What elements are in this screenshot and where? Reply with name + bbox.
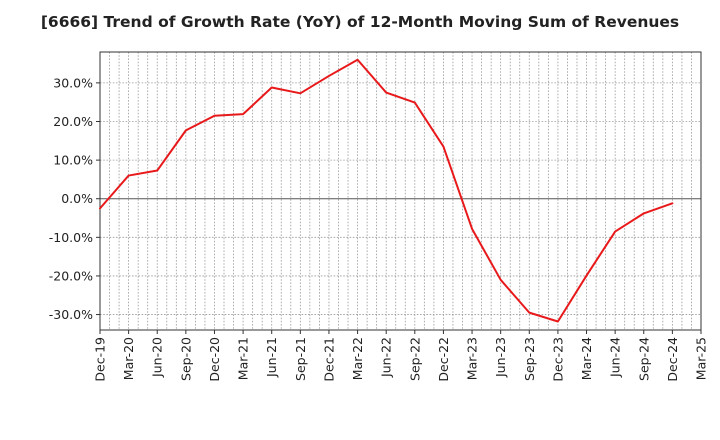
x-tick-label: Dec-19 <box>93 337 108 382</box>
x-tick-label: Sep-24 <box>636 337 651 381</box>
y-tick-label: -10.0% <box>49 230 93 245</box>
x-tick-label: Jun-23 <box>493 337 508 378</box>
x-tick-label: Dec-20 <box>207 337 222 382</box>
x-tick-label: Jun-20 <box>150 337 165 378</box>
x-tick-label: Mar-24 <box>579 337 594 380</box>
y-tick-label: 20.0% <box>53 114 93 129</box>
plot-border <box>99 51 702 331</box>
x-tick-label: Sep-21 <box>293 337 308 381</box>
y-tick-label: 0.0% <box>61 191 93 206</box>
growth-rate-line <box>99 58 674 323</box>
y-tick-label: -30.0% <box>49 307 93 322</box>
x-tick-label: Dec-21 <box>321 337 336 382</box>
x-tick-label: Sep-23 <box>522 337 537 381</box>
x-tick-label: Mar-25 <box>694 337 709 380</box>
plot-area <box>100 52 701 330</box>
x-tick-label: Dec-23 <box>550 337 565 382</box>
x-tick-label: Dec-24 <box>665 337 680 382</box>
x-tick-label: Jun-24 <box>608 337 623 378</box>
x-tick-label: Mar-21 <box>236 337 251 380</box>
y-tick-label: 10.0% <box>53 153 93 168</box>
x-tick-label: Jun-21 <box>264 337 279 378</box>
y-tick-label: 30.0% <box>53 75 93 90</box>
x-tick-label: Mar-22 <box>350 337 365 380</box>
x-tick-label: Jun-22 <box>379 337 394 378</box>
x-tick-label: Sep-22 <box>407 337 422 381</box>
x-tick-label: Mar-20 <box>121 337 136 380</box>
x-tick-label: Sep-20 <box>178 337 193 381</box>
chart-title: [6666] Trend of Growth Rate (YoY) of 12-… <box>40 13 680 31</box>
y-tick-label: -20.0% <box>49 268 93 283</box>
x-tick-label: Mar-23 <box>465 337 480 380</box>
x-tick-label: Dec-22 <box>436 337 451 382</box>
